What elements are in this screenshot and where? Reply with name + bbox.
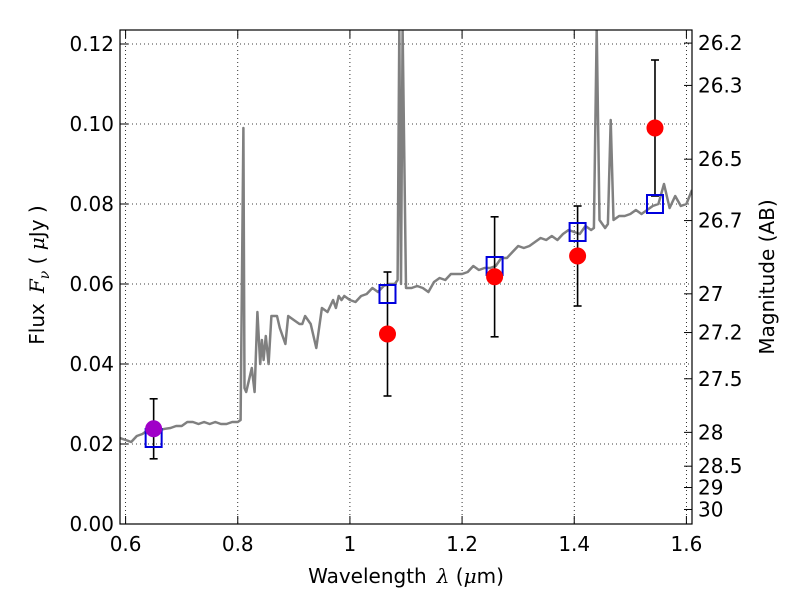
- x-tick-label: 0.8: [222, 532, 254, 556]
- measurement-marker: [646, 119, 664, 137]
- y2-tick-label: 27.5: [698, 367, 743, 391]
- y2-axis-label: Magnitude (AB): [755, 199, 779, 354]
- plot-series: [120, 30, 692, 460]
- y2-tick-label: 26.2: [698, 31, 743, 55]
- filter-square-marker: [568, 222, 587, 242]
- y2-tick-label: 27.2: [698, 321, 743, 345]
- model-spectrum-line: [120, 30, 692, 444]
- y-tick-label: 0.12: [69, 32, 114, 56]
- x-tick-label: 0.6: [110, 532, 142, 556]
- plot-frame: [119, 29, 693, 525]
- y2-tick-label: 26.5: [698, 147, 743, 171]
- y-tick-label: 0.04: [69, 352, 114, 376]
- x-tick-label: 1.2: [446, 532, 478, 556]
- measurement-marker: [569, 247, 587, 265]
- optical-point-marker: [145, 420, 163, 438]
- y2-tick-label: 30: [698, 497, 723, 521]
- y-tick-label: 0.02: [69, 432, 114, 456]
- y-tick-label: 0.06: [69, 272, 114, 296]
- measurement-marker: [378, 325, 396, 343]
- y2-tick-label: 27: [698, 282, 723, 306]
- y2-tick-label: 29: [698, 476, 723, 500]
- y-axis-label: FluxFν ( μJy ): [25, 205, 53, 344]
- y2-tick-label: 28.5: [698, 454, 743, 478]
- axes-ticks: 0.6 0.8 1 1.2 1.4 1.6 0.00 0.02 0.04 0.06 0.08 0.10…: [69, 30, 743, 556]
- y2-tick-label: 26.7: [698, 209, 743, 233]
- y-tick-label: 0.10: [69, 112, 114, 136]
- x-tick-label: 1.6: [670, 532, 702, 556]
- x-axis-label: Wavelength λ (μm): [308, 564, 504, 588]
- y2-tick-label: 28: [698, 420, 723, 444]
- x-tick-label: 1: [344, 532, 357, 556]
- measurement-marker: [486, 268, 504, 286]
- y-tick-label: 0.00: [69, 512, 114, 536]
- filter-square-marker: [378, 284, 397, 304]
- x-tick-label: 1.4: [558, 532, 590, 556]
- filter-square-marker: [645, 194, 664, 214]
- y-tick-label: 0.08: [69, 192, 114, 216]
- y2-tick-label: 26.3: [698, 73, 743, 97]
